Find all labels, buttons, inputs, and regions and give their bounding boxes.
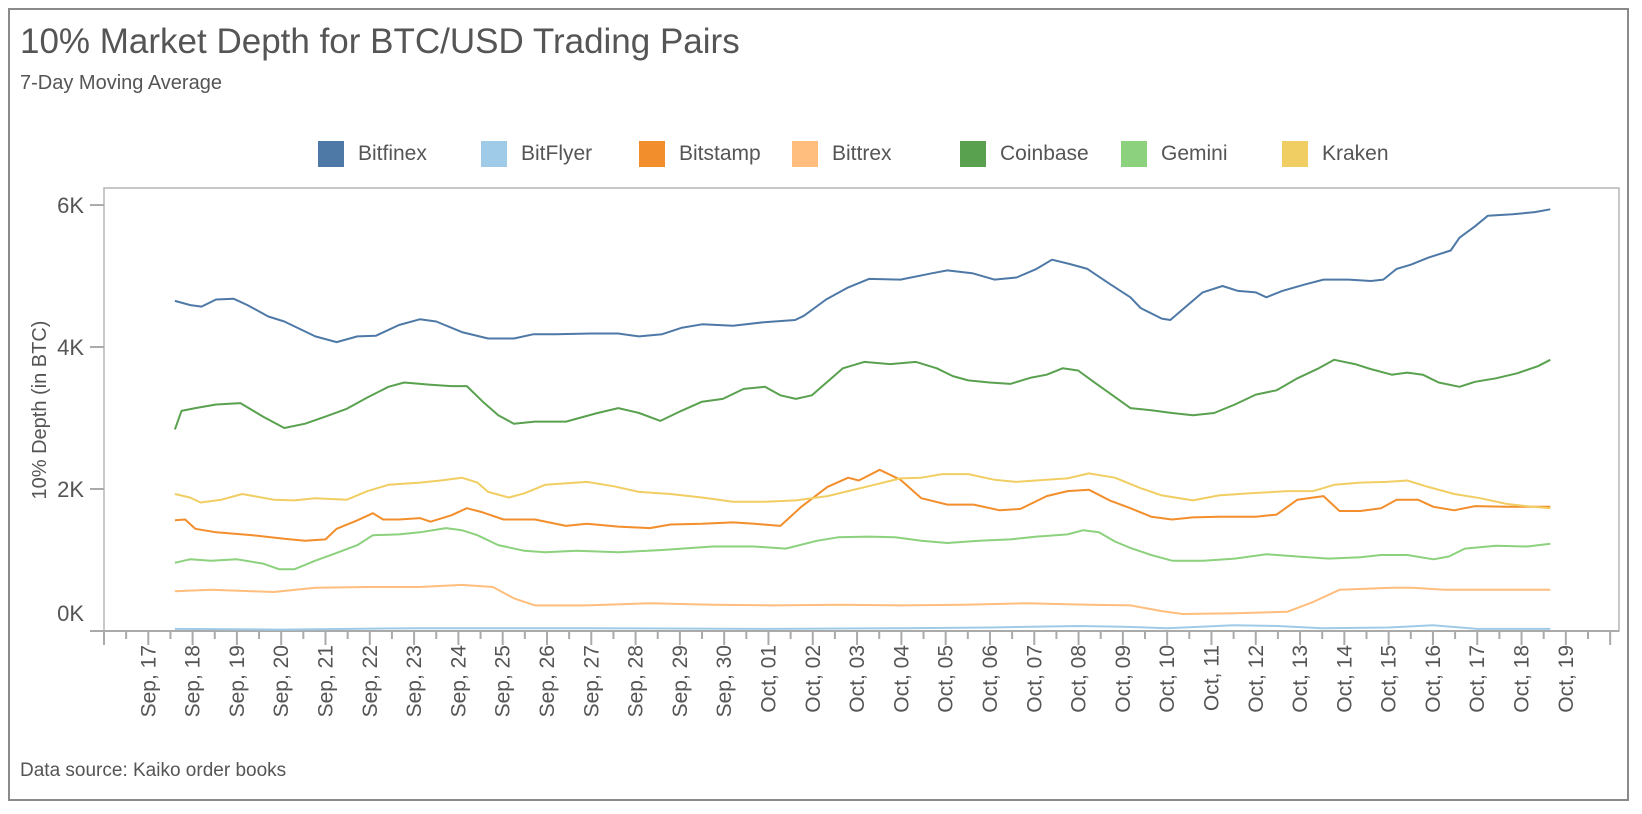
x-tick-label: Oct, 15	[1378, 645, 1401, 713]
legend-label: Kraken	[1322, 142, 1389, 165]
x-tick-label: Oct, 07	[1023, 645, 1046, 713]
series-line-bittrex	[174, 583, 1551, 615]
series-line-bitfinex	[174, 208, 1551, 344]
series-line-bitflyer	[174, 624, 1551, 631]
legend-swatch	[1121, 141, 1147, 167]
x-tick-label: Sep, 17	[137, 645, 160, 717]
x-tick-label: Oct, 04	[890, 645, 913, 713]
series-line-coinbase	[173, 358, 1551, 430]
data-source-note: Data source: Kaiko order books	[20, 760, 287, 781]
legend-swatch	[481, 141, 507, 167]
legend-item-bittrex[interactable]: Bittrex	[792, 140, 892, 168]
y-tick-label: 4K	[57, 335, 84, 360]
series-line-kraken	[174, 472, 1551, 510]
x-tick-label: Sep, 19	[226, 645, 249, 717]
legend-item-bitstamp[interactable]: Bitstamp	[639, 140, 761, 168]
x-tick-label: Oct, 18	[1511, 645, 1534, 713]
legend-label: Bittrex	[832, 142, 892, 165]
x-tick-label: Oct, 11	[1200, 645, 1223, 711]
x-tick-label: Oct, 01	[757, 645, 780, 713]
x-tick-label: Sep, 18	[182, 645, 205, 717]
x-tick-label: Oct, 09	[1112, 645, 1135, 713]
x-tick-label: Oct, 12	[1245, 645, 1268, 713]
axes: 0K 2K 4K 6K Sep, 17 Sep, 18 Sep, 19 Sep, 20 Sep,…	[57, 193, 1619, 717]
x-tick-label: Sep, 30	[713, 645, 736, 717]
legend-swatch	[792, 141, 818, 167]
x-tick-label: Oct, 06	[979, 645, 1002, 713]
x-tick-label: Oct, 13	[1289, 645, 1312, 713]
legend-swatch	[639, 141, 665, 167]
legend-swatch	[318, 141, 344, 167]
y-tick-label: 0K	[57, 601, 84, 626]
series-lines	[173, 208, 1551, 631]
plot-area	[103, 187, 1620, 632]
x-tick-label: Sep, 25	[492, 645, 515, 717]
legend-label: Bitstamp	[679, 142, 761, 165]
x-tick-label: Sep, 24	[447, 645, 470, 718]
x-tick-label: Sep, 29	[669, 645, 692, 717]
x-tick-label: Oct, 03	[846, 645, 869, 713]
legend-label: BitFlyer	[521, 142, 593, 165]
chart-subtitle: 7-Day Moving Average	[20, 72, 222, 94]
legend-label: Bitfinex	[358, 142, 427, 165]
x-tick-label: Oct, 08	[1068, 645, 1091, 713]
legend-item-kraken[interactable]: Kraken	[1282, 140, 1389, 168]
x-tick-label: Sep, 27	[580, 645, 603, 717]
legend-item-gemini[interactable]: Gemini	[1121, 140, 1228, 168]
y-tick-label: 2K	[57, 477, 84, 502]
y-tick-label: 6K	[57, 193, 84, 218]
x-tick-label: Sep, 21	[314, 645, 337, 717]
x-tick-label: Sep, 26	[536, 645, 559, 717]
x-tick-label: Sep, 22	[359, 645, 382, 717]
x-tick-label: Sep, 20	[270, 645, 293, 717]
x-tick-label: Oct, 19	[1555, 645, 1578, 713]
x-tick-label: Oct, 05	[935, 645, 958, 713]
y-axis-label: 10% Depth (in BTC)	[29, 321, 51, 500]
x-tick-label: Oct, 16	[1422, 645, 1445, 713]
legend-swatch	[960, 141, 986, 167]
x-tick-label: Oct, 17	[1466, 645, 1489, 713]
legend-item-bitflyer[interactable]: BitFlyer	[481, 140, 592, 168]
legend-item-bitfinex[interactable]: Bitfinex	[318, 140, 427, 168]
legend-swatch	[1282, 141, 1308, 167]
series-line-gemini	[174, 527, 1551, 571]
chart-frame	[8, 8, 1629, 801]
x-tick-label: Oct, 14	[1333, 645, 1356, 713]
legend-item-coinbase[interactable]: Coinbase	[960, 140, 1089, 168]
x-tick-label: Oct, 02	[802, 645, 825, 713]
legend-label: Gemini	[1161, 142, 1228, 165]
legend-label: Coinbase	[1000, 142, 1089, 165]
x-tick-label: Oct, 10	[1156, 645, 1179, 713]
chart-title: 10% Market Depth for BTC/USD Trading Pai…	[20, 22, 740, 61]
x-tick-label: Sep, 28	[625, 645, 648, 717]
series-line-bitstamp	[174, 468, 1551, 542]
x-tick-label: Sep, 23	[403, 645, 426, 717]
